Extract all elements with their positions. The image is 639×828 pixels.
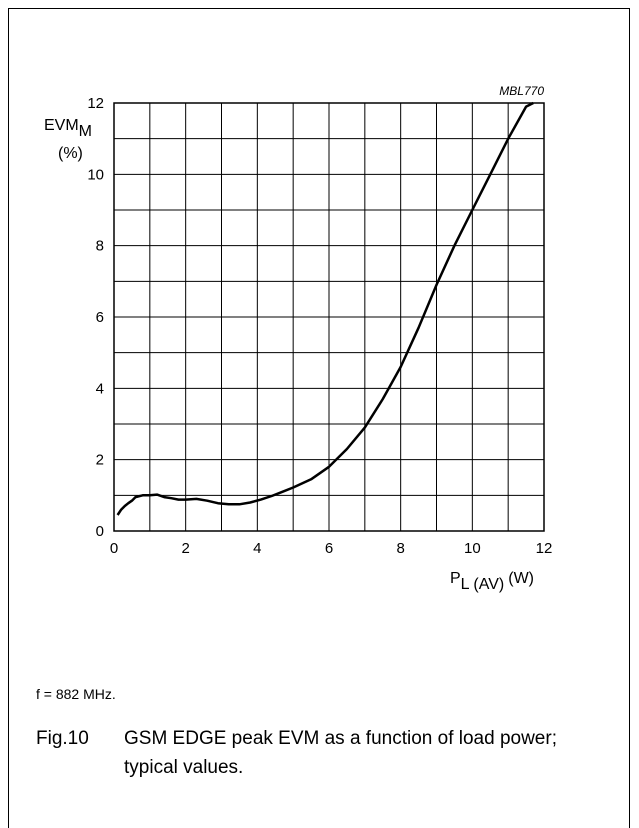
y-tick-label: 12	[87, 95, 104, 112]
y-tick-labels: 0 2 4 6 8 10 12	[87, 95, 104, 540]
x-tick-label: 12	[536, 540, 553, 557]
y-axis-label: EVMM	[44, 117, 92, 140]
y-axis-unit: (%)	[58, 145, 83, 162]
y-tick-label: 6	[96, 309, 104, 326]
y-tick-label: 8	[96, 238, 104, 255]
x-tick-label: 10	[464, 540, 481, 557]
figure-caption: Fig.10 GSM EDGE peak EVM as a function o…	[36, 724, 596, 782]
frequency-note: f = 882 MHz.	[36, 686, 116, 702]
x-axis-label: PL (AV) (W)	[450, 570, 534, 593]
y-tick-label: 10	[87, 166, 104, 183]
x-tick-label: 8	[396, 540, 404, 557]
y-tick-label: 0	[96, 523, 104, 540]
x-tick-label: 2	[181, 540, 189, 557]
figure-caption-text: GSM EDGE peak EVM as a function of load …	[124, 728, 557, 778]
evm-curve	[116, 101, 534, 516]
chart-grid	[114, 103, 544, 531]
figure-frame	[8, 8, 630, 828]
x-tick-label: 4	[253, 540, 261, 557]
chart-reference-label: MBL770	[499, 84, 544, 98]
y-tick-label: 4	[96, 380, 104, 397]
x-tick-label: 0	[110, 540, 118, 557]
y-tick-label: 2	[96, 452, 104, 469]
figure-number: Fig.10	[36, 728, 89, 749]
x-tick-labels: 0 2 4 6 8 10 12	[110, 540, 553, 557]
x-tick-label: 6	[325, 540, 333, 557]
plot-area-border	[113, 102, 545, 532]
